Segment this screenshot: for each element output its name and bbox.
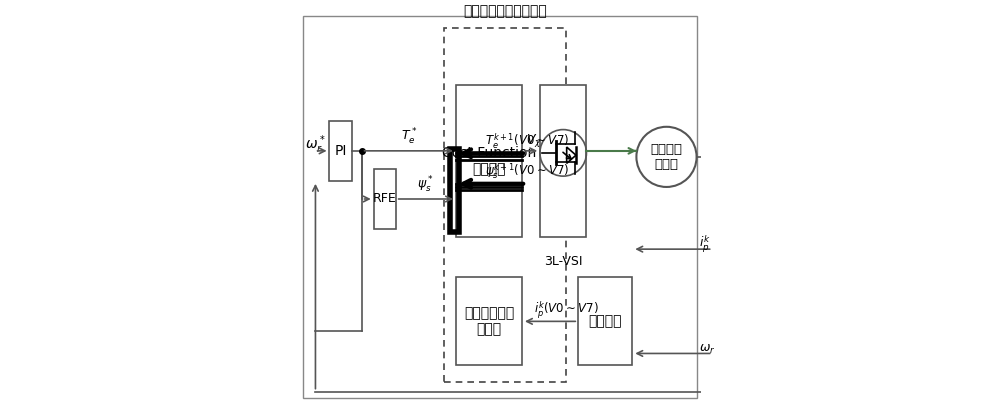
Text: Cost Function
成本函数: Cost Function 成本函数	[442, 146, 536, 176]
Text: 双凸极永磁电
机模型: 双凸极永磁电 机模型	[464, 306, 514, 337]
Text: $\psi_s^{k+1}(V0\sim V7)$: $\psi_s^{k+1}(V0\sim V7)$	[485, 162, 569, 181]
FancyBboxPatch shape	[456, 85, 522, 237]
FancyBboxPatch shape	[374, 169, 396, 229]
FancyBboxPatch shape	[456, 277, 522, 365]
Text: $T_e^{k+1}(V0\sim V7)$: $T_e^{k+1}(V0\sim V7)$	[485, 131, 569, 151]
Text: $V_\chi$: $V_\chi$	[526, 132, 542, 149]
Text: RFE: RFE	[373, 193, 397, 206]
FancyBboxPatch shape	[540, 85, 586, 237]
Text: $i_p^k$: $i_p^k$	[699, 233, 710, 255]
Circle shape	[636, 127, 697, 187]
Text: 模型直接转矩预测控制: 模型直接转矩预测控制	[463, 4, 547, 18]
Text: 电流预测: 电流预测	[589, 314, 622, 328]
Text: $T_e^*$: $T_e^*$	[401, 127, 417, 147]
Text: $\omega_r^*$: $\omega_r^*$	[305, 133, 326, 156]
Text: PI: PI	[334, 144, 347, 158]
Text: $\psi_s^*$: $\psi_s^*$	[417, 175, 434, 195]
FancyBboxPatch shape	[329, 121, 352, 181]
Text: $i_p^k(V0\sim V7)$: $i_p^k(V0\sim V7)$	[534, 300, 599, 321]
Text: 3L-VSI: 3L-VSI	[544, 255, 582, 268]
Text: 双凸极永
磁电机: 双凸极永 磁电机	[650, 143, 682, 171]
Text: $\omega_r$: $\omega_r$	[699, 342, 715, 356]
FancyBboxPatch shape	[578, 277, 632, 365]
